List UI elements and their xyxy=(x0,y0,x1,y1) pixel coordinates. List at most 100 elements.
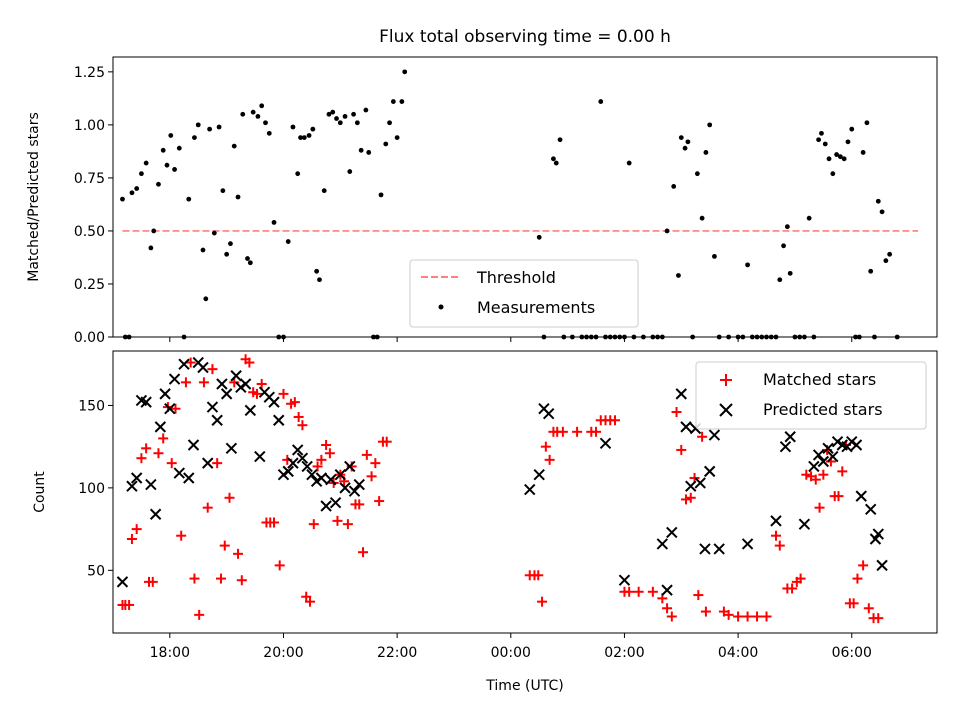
measurement-point xyxy=(168,133,174,138)
bottom-axes-frame xyxy=(112,350,938,634)
predicted-star-point xyxy=(339,482,351,494)
matched-star-point xyxy=(537,596,548,607)
measurement-point xyxy=(883,258,889,264)
measurement-point xyxy=(390,99,396,104)
top-plot-area xyxy=(120,69,919,340)
measurement-point xyxy=(834,152,840,157)
measurement-point xyxy=(134,186,140,191)
predicted-star-point xyxy=(126,480,138,492)
matched-star-point xyxy=(215,573,226,584)
top-y-tick-label: 0.00 xyxy=(74,330,105,346)
bottom-y-axis-label: Count xyxy=(32,471,48,513)
top-y-axis: 0.00 0.25 0.50 0.75 1.00 1.25 xyxy=(74,65,113,346)
predicted-star-point xyxy=(675,388,687,400)
predicted-star-point xyxy=(812,449,825,461)
matched-star-point xyxy=(787,583,798,594)
matched-star-point xyxy=(198,377,209,388)
predicted-star-point xyxy=(225,442,238,455)
predicted-star-point xyxy=(542,407,555,420)
predicted-star-point xyxy=(168,373,181,385)
measurement-point xyxy=(699,215,705,221)
matched-star-point xyxy=(153,448,164,459)
measurement-point xyxy=(664,228,670,234)
predicted-star-point xyxy=(353,478,365,491)
measurement-point xyxy=(703,150,709,155)
predicted-star-point xyxy=(202,457,214,469)
measurement-point xyxy=(192,135,197,141)
measurement-point xyxy=(347,169,353,174)
measurement-point xyxy=(330,109,336,115)
predicted-star-point xyxy=(145,478,157,491)
bottom-legend: Matched stars Predicted stars xyxy=(695,361,927,430)
measurement-point xyxy=(553,160,559,166)
measurement-point xyxy=(321,188,327,194)
bottom-y-tick-label: 50 xyxy=(87,563,105,579)
measurement-point xyxy=(172,167,177,172)
matched-star-point xyxy=(236,575,247,586)
measurement-point xyxy=(235,194,241,200)
measurement-point xyxy=(263,120,268,126)
measurement-point xyxy=(682,145,688,151)
predicted-star-point xyxy=(140,396,152,408)
predicted-star-point xyxy=(183,472,195,484)
measurement-point xyxy=(216,124,222,130)
measurement-point xyxy=(399,99,405,104)
measurement-point xyxy=(259,103,265,109)
predicted-star-point xyxy=(282,465,294,478)
matched-star-point xyxy=(544,454,555,465)
measurement-point xyxy=(822,141,828,147)
measurement-point xyxy=(255,113,261,119)
bottom-x-axis-label: Time (UTC) xyxy=(485,678,563,694)
measurement-point xyxy=(841,156,847,162)
matched-star-point xyxy=(185,357,196,368)
measurement-point xyxy=(394,135,400,141)
top-y-axis-label: Matched/Predicted stars xyxy=(26,112,42,282)
matched-star-point xyxy=(124,599,135,610)
matched-star-point xyxy=(681,494,692,505)
matched-star-point xyxy=(316,454,327,465)
measurement-point xyxy=(864,120,870,126)
predicted-star-point xyxy=(173,467,186,479)
bottom-legend-box xyxy=(695,361,927,430)
predicted-star-point xyxy=(656,538,669,550)
predicted-star-point xyxy=(306,468,318,481)
predicted-legend-swatch xyxy=(719,403,733,417)
predicted-star-point xyxy=(779,440,792,453)
matched-star-point xyxy=(346,461,357,472)
matched-star-point xyxy=(312,461,323,472)
measurement-point xyxy=(224,251,230,257)
measurement-point xyxy=(378,192,384,198)
top-axes-frame xyxy=(112,56,938,338)
measurement-point xyxy=(250,109,256,115)
measurement-point xyxy=(363,107,369,113)
measurement-point xyxy=(781,243,786,249)
predicted-star-point xyxy=(116,576,129,588)
matched-star-point xyxy=(647,586,658,597)
matched-star-point xyxy=(321,440,332,450)
matched-legend-swatch xyxy=(720,374,732,386)
measurement-point xyxy=(887,251,893,257)
measurement-point xyxy=(220,188,226,194)
predicted-star-point xyxy=(798,518,811,530)
measurement-point xyxy=(129,190,135,196)
predicted-star-point xyxy=(850,439,863,451)
matched-star-point xyxy=(624,586,635,597)
matched-star-point xyxy=(131,524,142,535)
top-y-tick-label: 0.25 xyxy=(74,277,105,293)
matched-star-point xyxy=(591,426,602,437)
matched-star-point xyxy=(180,377,191,388)
measurement-point xyxy=(301,135,307,141)
measurement-point xyxy=(231,143,237,149)
matched-star-point xyxy=(219,540,230,551)
measurement-point xyxy=(402,69,408,75)
bottom-x-tick-label: 00:00 xyxy=(491,645,531,661)
predicted-star-point xyxy=(230,370,242,382)
predicted-star-point xyxy=(661,584,673,596)
predicted-star-point xyxy=(216,378,228,390)
measurement-point xyxy=(806,215,812,221)
measurement-point xyxy=(203,296,209,302)
matched-star-point xyxy=(207,364,218,375)
matched-star-point xyxy=(256,378,267,389)
predicted-star-point xyxy=(817,455,830,468)
matched-star-point xyxy=(572,426,583,437)
